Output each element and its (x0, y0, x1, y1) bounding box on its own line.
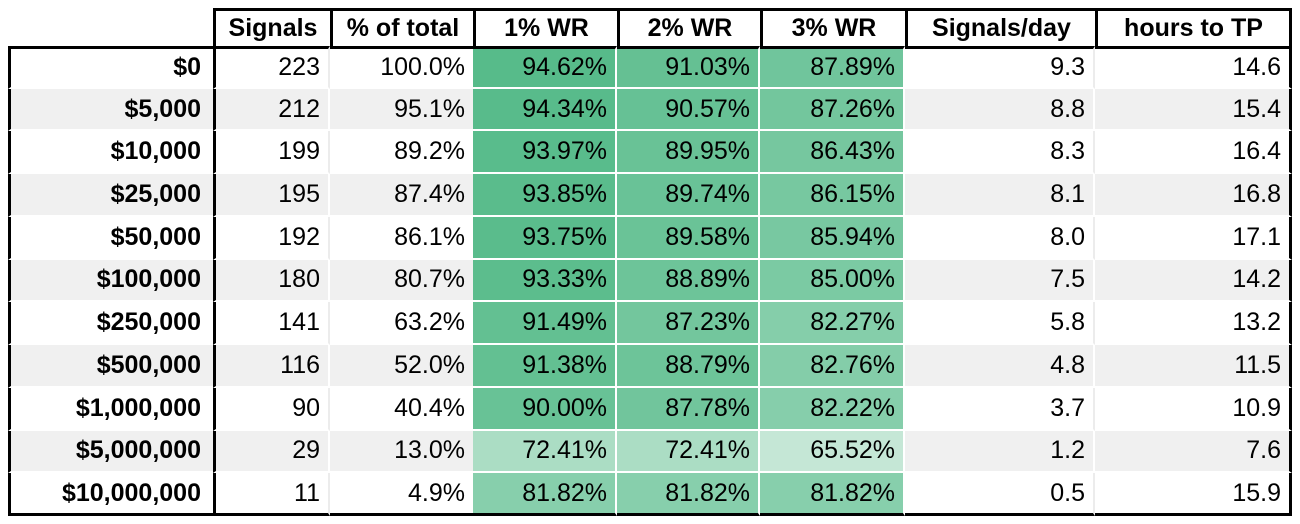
wr3-cell[interactable]: 86.15% (760, 174, 905, 217)
row-label-cell[interactable]: $1,000,000 (8, 387, 213, 431)
wr1-cell[interactable]: 90.00% (473, 387, 617, 431)
signals-per-day-cell[interactable]: 8.8 (905, 88, 1095, 132)
signals-per-day-cell[interactable]: 0.5 (905, 473, 1095, 516)
signals-per-day-cell[interactable]: 9.3 (905, 46, 1095, 89)
wr2-cell[interactable]: 81.82% (617, 473, 760, 516)
signals-per-day-cell[interactable]: 8.1 (905, 174, 1095, 217)
hours-to-tp-cell[interactable]: 17.1 (1095, 216, 1292, 260)
signals-cell[interactable]: 180 (213, 259, 330, 303)
signals-per-day-cell[interactable]: 1.2 (905, 430, 1095, 474)
signals-cell[interactable]: 116 (213, 345, 330, 388)
wr3-cell[interactable]: 85.00% (760, 259, 905, 303)
hours-to-tp-cell[interactable]: 16.4 (1095, 131, 1292, 175)
hours-to-tp-cell[interactable]: 15.4 (1095, 88, 1292, 132)
wr3-cell[interactable]: 82.22% (760, 387, 905, 431)
hours-to-tp-cell[interactable]: 7.6 (1095, 430, 1292, 474)
pct-of-total-cell[interactable]: 40.4% (330, 388, 473, 431)
pct-of-total-cell[interactable]: 63.2% (330, 302, 473, 346)
win-rate-table: Signals % of total 1% WR 2% WR 3% WR Sig… (8, 8, 1292, 516)
wr2-cell[interactable]: 87.78% (617, 387, 760, 431)
signals-per-day-cell[interactable]: 4.8 (905, 345, 1095, 388)
corner-cell (8, 8, 213, 46)
wr2-cell[interactable]: 90.57% (617, 88, 760, 132)
wr1-cell[interactable]: 91.38% (473, 345, 617, 388)
signals-cell[interactable]: 141 (213, 302, 330, 346)
signals-cell[interactable]: 11 (213, 473, 330, 516)
row-label-cell[interactable]: $10,000 (8, 131, 213, 175)
signals-cell[interactable]: 223 (213, 46, 330, 89)
wr1-cell[interactable]: 93.85% (473, 174, 617, 217)
header-pct-of-total[interactable]: % of total (330, 8, 473, 46)
signals-cell[interactable]: 192 (213, 216, 330, 260)
pct-of-total-cell[interactable]: 52.0% (330, 345, 473, 388)
row-label-cell[interactable]: $250,000 (8, 302, 213, 346)
header-1pct-wr[interactable]: 1% WR (473, 8, 617, 46)
wr3-cell[interactable]: 85.94% (760, 216, 905, 260)
hours-to-tp-cell[interactable]: 14.6 (1095, 46, 1292, 89)
wr2-cell[interactable]: 72.41% (617, 430, 760, 474)
header-signals[interactable]: Signals (213, 8, 330, 46)
wr2-cell[interactable]: 87.23% (617, 302, 760, 346)
row-label-cell[interactable]: $25,000 (8, 174, 213, 217)
signals-cell[interactable]: 195 (213, 174, 330, 217)
wr3-cell[interactable]: 82.76% (760, 345, 905, 388)
signals-per-day-cell[interactable]: 5.8 (905, 302, 1095, 346)
wr3-cell[interactable]: 86.43% (760, 131, 905, 175)
header-2pct-wr[interactable]: 2% WR (617, 8, 760, 46)
pct-of-total-cell[interactable]: 13.0% (330, 430, 473, 474)
wr2-cell[interactable]: 88.89% (617, 259, 760, 303)
pct-of-total-cell[interactable]: 86.1% (330, 217, 473, 260)
signals-cell[interactable]: 29 (213, 430, 330, 474)
wr2-cell[interactable]: 91.03% (617, 46, 760, 89)
row-label-cell[interactable]: $0 (8, 46, 213, 89)
wr2-cell[interactable]: 88.79% (617, 345, 760, 388)
wr3-cell[interactable]: 82.27% (760, 302, 905, 346)
header-signals-per-day[interactable]: Signals/day (905, 8, 1095, 46)
wr1-cell[interactable]: 72.41% (473, 430, 617, 474)
wr2-cell[interactable]: 89.74% (617, 174, 760, 217)
pct-of-total-cell[interactable]: 95.1% (330, 88, 473, 132)
pct-of-total-cell[interactable]: 4.9% (330, 473, 473, 516)
hours-to-tp-cell[interactable]: 16.8 (1095, 174, 1292, 217)
row-label-cell[interactable]: $5,000,000 (8, 430, 213, 474)
wr1-cell[interactable]: 94.62% (473, 46, 617, 89)
pct-of-total-cell[interactable]: 89.2% (330, 131, 473, 175)
wr2-cell[interactable]: 89.58% (617, 216, 760, 260)
row-label-cell[interactable]: $5,000 (8, 88, 213, 132)
header-3pct-wr[interactable]: 3% WR (760, 8, 905, 46)
signals-cell[interactable]: 199 (213, 131, 330, 175)
wr1-cell[interactable]: 93.97% (473, 131, 617, 175)
row-label-cell[interactable]: $50,000 (8, 216, 213, 260)
signals-per-day-cell[interactable]: 8.0 (905, 216, 1095, 260)
wr1-cell[interactable]: 93.33% (473, 259, 617, 303)
pct-of-total-cell[interactable]: 87.4% (330, 174, 473, 217)
hours-to-tp-cell[interactable]: 11.5 (1095, 345, 1292, 388)
wr2-cell[interactable]: 89.95% (617, 131, 760, 175)
signals-per-day-cell[interactable]: 3.7 (905, 387, 1095, 431)
signals-cell[interactable]: 212 (213, 88, 330, 132)
hours-to-tp-cell[interactable]: 13.2 (1095, 302, 1292, 346)
hours-to-tp-cell[interactable]: 15.9 (1095, 473, 1292, 516)
wr3-cell[interactable]: 81.82% (760, 473, 905, 516)
row-label-cell[interactable]: $100,000 (8, 259, 213, 303)
wr1-cell[interactable]: 91.49% (473, 302, 617, 346)
signals-per-day-cell[interactable]: 8.3 (905, 131, 1095, 175)
pct-of-total-cell[interactable]: 100.0% (330, 46, 473, 89)
pct-of-total-cell[interactable]: 80.7% (330, 259, 473, 303)
wr3-cell[interactable]: 87.89% (760, 46, 905, 89)
wr1-cell[interactable]: 94.34% (473, 88, 617, 132)
wr3-cell[interactable]: 87.26% (760, 88, 905, 132)
wr3-cell[interactable]: 65.52% (760, 430, 905, 474)
row-label-cell[interactable]: $10,000,000 (8, 473, 213, 516)
row-label-cell[interactable]: $500,000 (8, 345, 213, 388)
hours-to-tp-cell[interactable]: 14.2 (1095, 259, 1292, 303)
wr1-cell[interactable]: 93.75% (473, 216, 617, 260)
header-hours-to-tp[interactable]: hours to TP (1095, 8, 1292, 46)
signals-cell[interactable]: 90 (213, 387, 330, 431)
signals-per-day-cell[interactable]: 7.5 (905, 259, 1095, 303)
hours-to-tp-cell[interactable]: 10.9 (1095, 387, 1292, 431)
wr1-cell[interactable]: 81.82% (473, 473, 617, 516)
